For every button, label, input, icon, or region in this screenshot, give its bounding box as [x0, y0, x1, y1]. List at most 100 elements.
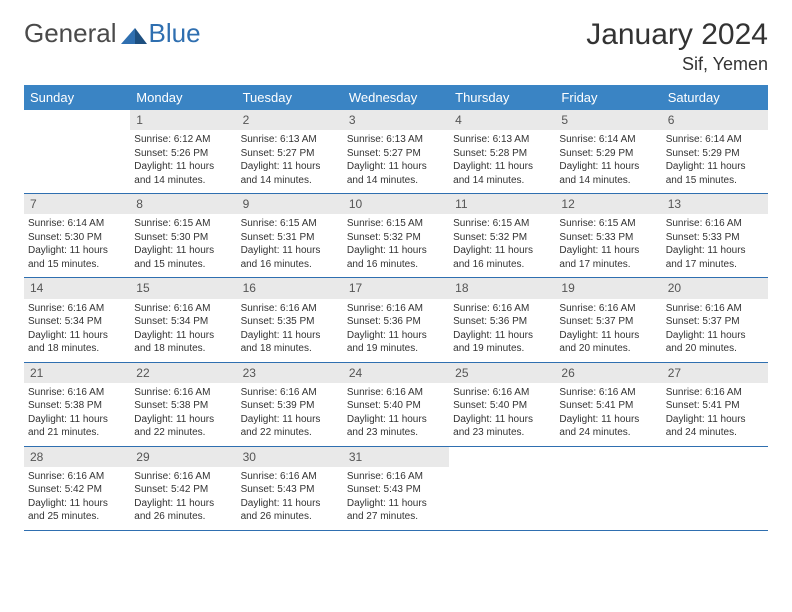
daylight-text: Daylight: 11 hours and 25 minutes. — [28, 497, 126, 524]
daylight-text: Daylight: 11 hours and 27 minutes. — [347, 497, 445, 524]
sunset-text: Sunset: 5:42 PM — [134, 483, 232, 497]
day-header-cell: Saturday — [662, 85, 768, 110]
header: General Blue January 2024 Sif, Yemen — [24, 18, 768, 75]
daylight-text: Daylight: 11 hours and 21 minutes. — [28, 413, 126, 440]
day-number: 11 — [449, 194, 555, 214]
day-header-row: SundayMondayTuesdayWednesdayThursdayFrid… — [24, 85, 768, 110]
sunrise-text: Sunrise: 6:16 AM — [666, 386, 764, 400]
sunset-text: Sunset: 5:41 PM — [559, 399, 657, 413]
day-number — [24, 110, 130, 114]
day-cell: 4Sunrise: 6:13 AMSunset: 5:28 PMDaylight… — [449, 110, 555, 193]
day-cell: 24Sunrise: 6:16 AMSunset: 5:40 PMDayligh… — [343, 363, 449, 446]
sunset-text: Sunset: 5:42 PM — [28, 483, 126, 497]
day-cell: 6Sunrise: 6:14 AMSunset: 5:29 PMDaylight… — [662, 110, 768, 193]
day-cell: 30Sunrise: 6:16 AMSunset: 5:43 PMDayligh… — [237, 447, 343, 530]
day-cell: 10Sunrise: 6:15 AMSunset: 5:32 PMDayligh… — [343, 194, 449, 277]
day-cell: 22Sunrise: 6:16 AMSunset: 5:38 PMDayligh… — [130, 363, 236, 446]
daylight-text: Daylight: 11 hours and 14 minutes. — [453, 160, 551, 187]
day-cell: 20Sunrise: 6:16 AMSunset: 5:37 PMDayligh… — [662, 278, 768, 361]
day-cell: 3Sunrise: 6:13 AMSunset: 5:27 PMDaylight… — [343, 110, 449, 193]
daylight-text: Daylight: 11 hours and 16 minutes. — [347, 244, 445, 271]
brand-logo: General Blue — [24, 18, 201, 49]
day-cell: 31Sunrise: 6:16 AMSunset: 5:43 PMDayligh… — [343, 447, 449, 530]
sunrise-text: Sunrise: 6:16 AM — [134, 386, 232, 400]
day-number: 17 — [343, 278, 449, 298]
sunset-text: Sunset: 5:29 PM — [559, 147, 657, 161]
sunset-text: Sunset: 5:30 PM — [134, 231, 232, 245]
sunset-text: Sunset: 5:27 PM — [241, 147, 339, 161]
sunset-text: Sunset: 5:33 PM — [559, 231, 657, 245]
day-header-cell: Monday — [130, 85, 236, 110]
day-cell: 8Sunrise: 6:15 AMSunset: 5:30 PMDaylight… — [130, 194, 236, 277]
daylight-text: Daylight: 11 hours and 23 minutes. — [453, 413, 551, 440]
daylight-text: Daylight: 11 hours and 20 minutes. — [666, 329, 764, 356]
sunset-text: Sunset: 5:29 PM — [666, 147, 764, 161]
daylight-text: Daylight: 11 hours and 19 minutes. — [347, 329, 445, 356]
day-number: 10 — [343, 194, 449, 214]
sunrise-text: Sunrise: 6:13 AM — [453, 133, 551, 147]
day-cell: 12Sunrise: 6:15 AMSunset: 5:33 PMDayligh… — [555, 194, 661, 277]
sunset-text: Sunset: 5:43 PM — [347, 483, 445, 497]
day-number — [449, 447, 555, 451]
day-cell: 23Sunrise: 6:16 AMSunset: 5:39 PMDayligh… — [237, 363, 343, 446]
day-number: 26 — [555, 363, 661, 383]
day-cell: 16Sunrise: 6:16 AMSunset: 5:35 PMDayligh… — [237, 278, 343, 361]
sunset-text: Sunset: 5:33 PM — [666, 231, 764, 245]
location-label: Sif, Yemen — [586, 54, 768, 75]
day-cell: 2Sunrise: 6:13 AMSunset: 5:27 PMDaylight… — [237, 110, 343, 193]
sunrise-text: Sunrise: 6:16 AM — [28, 386, 126, 400]
daylight-text: Daylight: 11 hours and 14 minutes. — [241, 160, 339, 187]
day-number: 14 — [24, 278, 130, 298]
day-cell: 26 Sunrise: 6:16 AMSunset: 5:41 PMDayligh… — [555, 363, 661, 446]
sunrise-text: Sunrise: 6:16 AM — [134, 470, 232, 484]
sunrise-text: Sunrise: 6:13 AM — [347, 133, 445, 147]
day-cell: 17Sunrise: 6:16 AMSunset: 5:36 PMDayligh… — [343, 278, 449, 361]
day-cell: 5Sunrise: 6:14 AMSunset: 5:29 PMDaylight… — [555, 110, 661, 193]
title-block: January 2024 Sif, Yemen — [586, 18, 768, 75]
daylight-text: Daylight: 11 hours and 14 minutes. — [559, 160, 657, 187]
daylight-text: Daylight: 11 hours and 18 minutes. — [241, 329, 339, 356]
daylight-text: Daylight: 11 hours and 26 minutes. — [134, 497, 232, 524]
sunset-text: Sunset: 5:39 PM — [241, 399, 339, 413]
week-row: 21Sunrise: 6:16 AMSunset: 5:38 PMDayligh… — [24, 363, 768, 447]
daylight-text: Daylight: 11 hours and 15 minutes. — [28, 244, 126, 271]
sunrise-text: Sunrise: 6:14 AM — [28, 217, 126, 231]
daylight-text: Daylight: 11 hours and 15 minutes. — [666, 160, 764, 187]
daylight-text: Daylight: 11 hours and 23 minutes. — [347, 413, 445, 440]
sunset-text: Sunset: 5:37 PM — [666, 315, 764, 329]
sunrise-text: Sunrise: 6:16 AM — [347, 386, 445, 400]
day-number: 23 — [237, 363, 343, 383]
daylight-text: Daylight: 11 hours and 18 minutes. — [28, 329, 126, 356]
sunset-text: Sunset: 5:32 PM — [347, 231, 445, 245]
day-number: 13 — [662, 194, 768, 214]
sunset-text: Sunset: 5:32 PM — [453, 231, 551, 245]
daylight-text: Daylight: 11 hours and 17 minutes. — [559, 244, 657, 271]
week-row: 7Sunrise: 6:14 AMSunset: 5:30 PMDaylight… — [24, 194, 768, 278]
day-number: 5 — [555, 110, 661, 130]
day-cell: 28Sunrise: 6:16 AMSunset: 5:42 PMDayligh… — [24, 447, 130, 530]
sunrise-text: Sunrise: 6:16 AM — [666, 302, 764, 316]
sunrise-text: Sunrise: 6:16 AM — [134, 302, 232, 316]
day-cell — [662, 447, 768, 530]
day-number: 18 — [449, 278, 555, 298]
sunset-text: Sunset: 5:30 PM — [28, 231, 126, 245]
day-number: 6 — [662, 110, 768, 130]
day-cell: 1Sunrise: 6:12 AMSunset: 5:26 PMDaylight… — [130, 110, 236, 193]
daylight-text: Daylight: 11 hours and 22 minutes. — [241, 413, 339, 440]
day-number: 25 — [449, 363, 555, 383]
day-header-cell: Friday — [555, 85, 661, 110]
week-row: 1Sunrise: 6:12 AMSunset: 5:26 PMDaylight… — [24, 110, 768, 194]
day-cell: 18Sunrise: 6:16 AMSunset: 5:36 PMDayligh… — [449, 278, 555, 361]
sunrise-text: Sunrise: 6:16 AM — [559, 386, 657, 400]
daylight-text: Daylight: 11 hours and 20 minutes. — [559, 329, 657, 356]
daylight-text: Daylight: 11 hours and 24 minutes. — [666, 413, 764, 440]
brand-mark-icon — [121, 24, 147, 44]
sunset-text: Sunset: 5:31 PM — [241, 231, 339, 245]
daylight-text: Daylight: 11 hours and 16 minutes. — [453, 244, 551, 271]
daylight-text: Daylight: 11 hours and 24 minutes. — [559, 413, 657, 440]
sunrise-text: Sunrise: 6:16 AM — [28, 302, 126, 316]
day-number: 9 — [237, 194, 343, 214]
day-cell: 21Sunrise: 6:16 AMSunset: 5:38 PMDayligh… — [24, 363, 130, 446]
sunrise-text: Sunrise: 6:16 AM — [241, 302, 339, 316]
day-number: 28 — [24, 447, 130, 467]
